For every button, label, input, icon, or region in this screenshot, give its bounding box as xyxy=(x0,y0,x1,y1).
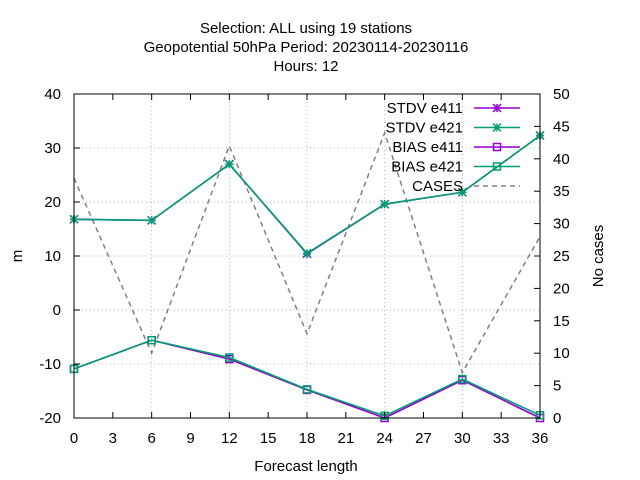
y-tick-label: 0 xyxy=(53,302,61,319)
y-axis-label: m xyxy=(9,250,26,263)
y2-tick-label: 10 xyxy=(553,345,570,362)
y2-tick-label: 35 xyxy=(553,183,570,200)
y2-tick-label: 40 xyxy=(553,151,570,168)
x-tick-label: 30 xyxy=(454,430,471,447)
point-bias-e421 xyxy=(147,335,156,345)
legend-label-stdv-e421: STDV e421 xyxy=(385,120,463,137)
point-stdv-e421 xyxy=(302,248,312,258)
point-bias-e421 xyxy=(225,353,234,362)
title-line-1: Selection: ALL using 19 stations xyxy=(200,20,412,37)
legend-marker-stdv-e411 xyxy=(492,103,502,113)
series-line-cases xyxy=(73,130,541,375)
legend: STDV e411 STDV e421 BIAS e411 BIAS e421 CASE… xyxy=(385,100,520,195)
point-stdv-e421 xyxy=(380,199,390,209)
x-tick-label: 12 xyxy=(221,430,238,447)
y-tick-label: 30 xyxy=(44,140,61,157)
y2-tick-label: 45 xyxy=(553,118,570,135)
title-line-3: Hours: 12 xyxy=(273,58,338,75)
y2-tick-label: 25 xyxy=(553,248,570,265)
legend-label-stdv-e411: STDV e411 xyxy=(387,100,463,117)
y2-axis-label: No cases xyxy=(590,225,607,288)
x-tick-label: 3 xyxy=(109,430,117,447)
legend-label-bias-e421: BIAS e421 xyxy=(391,159,463,176)
x-axis-label: Forecast length xyxy=(254,458,357,475)
y2-tick-label: 50 xyxy=(553,86,570,103)
y-tick-label: 20 xyxy=(44,194,61,211)
legend-marker-bias-e411 xyxy=(492,142,502,152)
y2-tick-label: 15 xyxy=(553,313,570,330)
y-tick-label: -10 xyxy=(39,356,61,373)
chart-title: Selection: ALL using 19 stations Geopote… xyxy=(144,20,469,75)
x-tick-label: 21 xyxy=(337,430,354,447)
x-tick-label: 33 xyxy=(493,430,510,447)
x-tick-label: 18 xyxy=(299,430,316,447)
point-bias-e421 xyxy=(302,385,312,394)
point-stdv-e421 xyxy=(224,159,234,169)
y2-tick-label: 5 xyxy=(553,378,561,395)
title-line-2: Geopotential 50hPa Period: 20230114-2023… xyxy=(144,39,469,56)
y-tick-label: 10 xyxy=(44,248,61,265)
x-tick-label: 15 xyxy=(260,430,277,447)
series-line-bias-e421 xyxy=(73,339,541,417)
legend-marker-stdv-e421 xyxy=(492,122,502,133)
legend-label-bias-e411: BIAS e411 xyxy=(392,139,463,156)
point-stdv-e421 xyxy=(457,187,467,197)
legend-marker-bias-e421 xyxy=(492,162,502,171)
axis-ticks: 0 3 6 9 12 15 18 21 24 27 30 33 36-20-10010203040051… xyxy=(39,86,569,447)
x-tick-label: 0 xyxy=(70,430,78,447)
x-tick-label: 27 xyxy=(415,430,432,447)
x-tick-label: 6 xyxy=(147,430,155,447)
point-bias-e421 xyxy=(458,374,467,384)
y-tick-label: 40 xyxy=(44,86,61,103)
x-tick-label: 36 xyxy=(532,430,549,447)
y2-tick-label: 0 xyxy=(553,410,561,427)
point-stdv-e421 xyxy=(147,215,157,225)
x-tick-label: 9 xyxy=(186,430,194,447)
x-tick-label: 24 xyxy=(376,430,393,447)
y2-tick-label: 20 xyxy=(553,280,570,297)
y2-tick-label: 30 xyxy=(553,216,570,233)
y-tick-label: -20 xyxy=(39,410,61,427)
legend-label-cases: CASES xyxy=(412,178,463,195)
